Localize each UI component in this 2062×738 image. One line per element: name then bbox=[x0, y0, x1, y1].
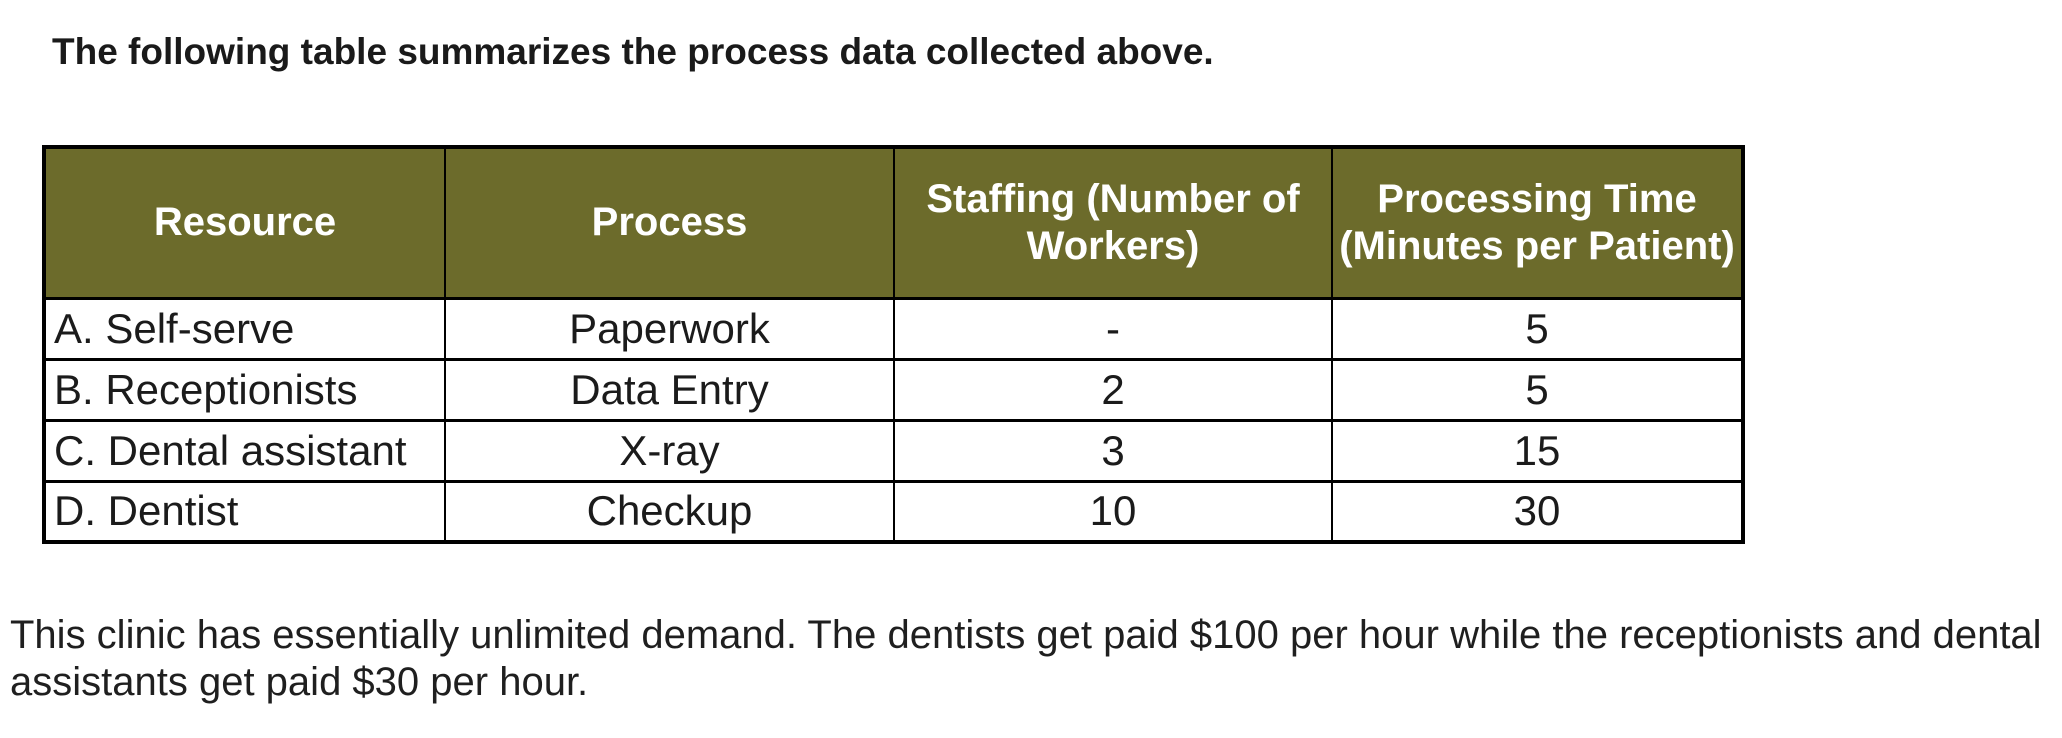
column-header-processing-time: Processing Time (Minutes per Patient) bbox=[1331, 145, 1744, 300]
resource-cell: A. Self-serve bbox=[43, 296, 446, 361]
processing-time-cell: 15 bbox=[1331, 418, 1744, 483]
processing-time-cell: 5 bbox=[1331, 357, 1744, 422]
page-title: The following table summarizes the proce… bbox=[52, 31, 1214, 72]
process-cell: Data Entry bbox=[444, 357, 895, 422]
table-row-dentist: D. Dentist Checkup 10 30 bbox=[43, 479, 1744, 544]
staffing-cell: 3 bbox=[893, 418, 1333, 483]
table-row-dental-assistant: C. Dental assistant X-ray 3 15 bbox=[43, 418, 1744, 483]
resource-cell: C. Dental assistant bbox=[43, 418, 446, 483]
note-line-2: assistants get paid $30 per hour. bbox=[10, 660, 589, 704]
process-cell: Paperwork bbox=[444, 296, 895, 361]
table-row-receptionists: B. Receptionists Data Entry 2 5 bbox=[43, 357, 1744, 422]
process-data-table: Resource Process Staffing (Number of Wor… bbox=[42, 145, 1745, 544]
table-row-self-serve: A. Self-serve Paperwork - 5 bbox=[43, 296, 1744, 361]
table-header-row: Resource Process Staffing (Number of Wor… bbox=[43, 145, 1744, 300]
resource-cell: D. Dentist bbox=[43, 479, 446, 544]
process-cell: X-ray bbox=[444, 418, 895, 483]
process-data-table-container: Resource Process Staffing (Number of Wor… bbox=[42, 145, 1745, 544]
clinic-demand-note: This clinic has essentially unlimited de… bbox=[10, 612, 2042, 706]
column-header-staffing: Staffing (Number of Workers) bbox=[893, 145, 1333, 300]
staffing-cell: 10 bbox=[893, 479, 1333, 544]
processing-time-cell: 30 bbox=[1331, 479, 1744, 544]
column-header-process: Process bbox=[444, 145, 895, 300]
staffing-cell: 2 bbox=[893, 357, 1333, 422]
column-header-resource: Resource bbox=[43, 145, 446, 300]
resource-cell: B. Receptionists bbox=[43, 357, 446, 422]
process-cell: Checkup bbox=[444, 479, 895, 544]
staffing-cell: - bbox=[893, 296, 1333, 361]
processing-time-cell: 5 bbox=[1331, 296, 1744, 361]
note-line-1: This clinic has essentially unlimited de… bbox=[10, 613, 2042, 657]
